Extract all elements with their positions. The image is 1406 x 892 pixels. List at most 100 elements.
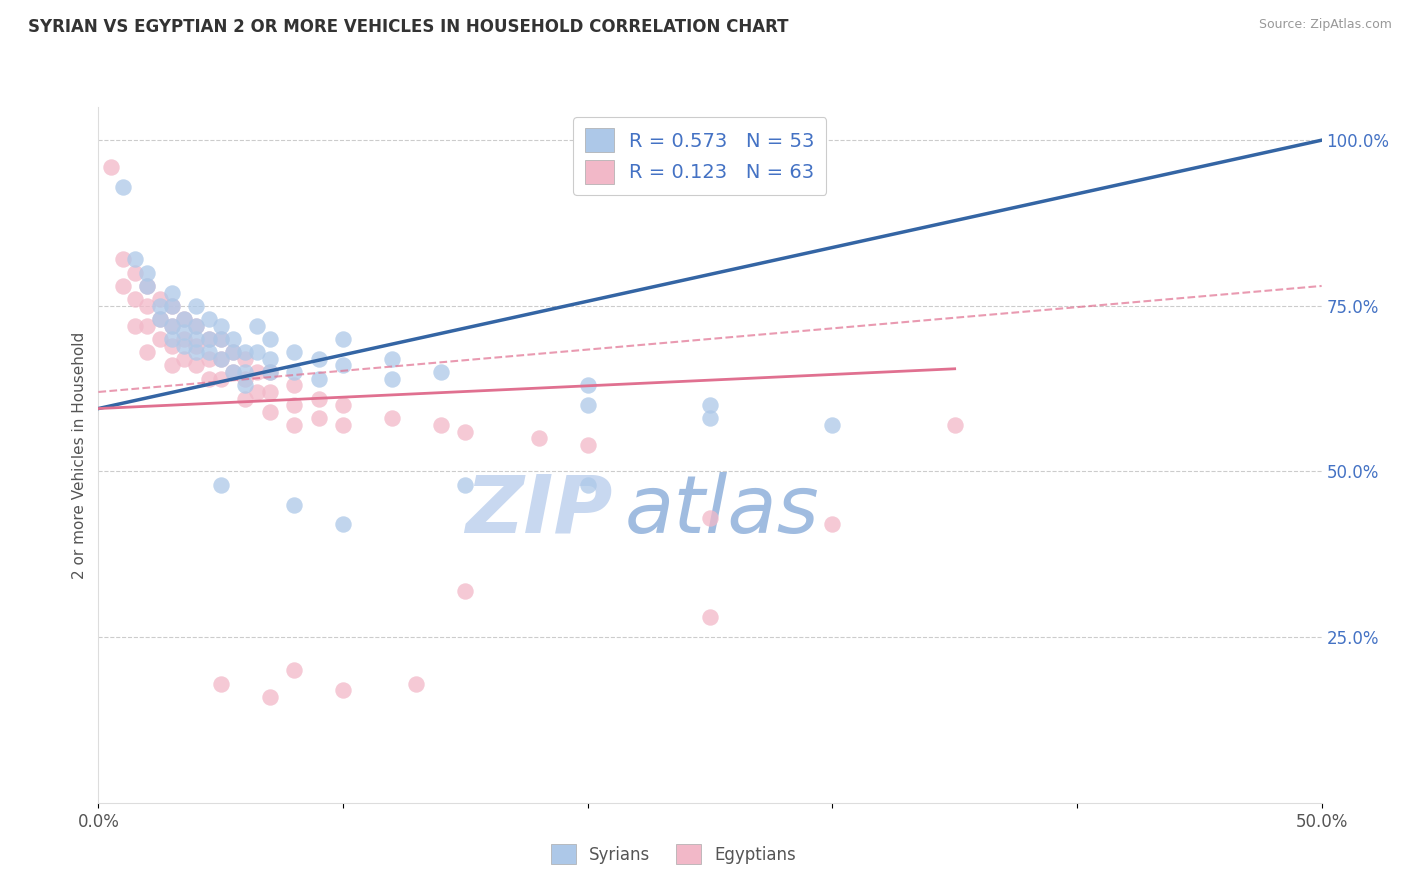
Point xyxy=(149,299,172,313)
Point xyxy=(576,438,599,452)
Y-axis label: 2 or more Vehicles in Household: 2 or more Vehicles in Household xyxy=(72,331,87,579)
Point xyxy=(197,345,219,359)
Point xyxy=(332,517,354,532)
Point xyxy=(173,351,195,366)
Point xyxy=(332,359,354,373)
Point xyxy=(186,345,208,359)
Point xyxy=(186,359,208,373)
Point xyxy=(209,332,232,346)
Point xyxy=(259,332,281,346)
Point xyxy=(209,332,232,346)
Point xyxy=(283,345,305,359)
Point xyxy=(527,431,550,445)
Point xyxy=(197,332,219,346)
Point xyxy=(332,683,354,698)
Text: atlas: atlas xyxy=(624,472,820,549)
Point xyxy=(173,312,195,326)
Point xyxy=(699,398,721,412)
Point xyxy=(259,690,281,704)
Point xyxy=(197,351,219,366)
Text: ZIP: ZIP xyxy=(465,472,612,549)
Point xyxy=(160,285,183,300)
Point xyxy=(160,318,183,333)
Point xyxy=(246,384,269,399)
Point xyxy=(160,299,183,313)
Point xyxy=(430,418,453,433)
Point xyxy=(381,372,404,386)
Point xyxy=(209,676,232,690)
Legend: Syrians, Egyptians: Syrians, Egyptians xyxy=(544,838,803,871)
Point xyxy=(111,279,134,293)
Point xyxy=(160,359,183,373)
Point xyxy=(283,398,305,412)
Point xyxy=(160,338,183,352)
Point xyxy=(246,318,269,333)
Point xyxy=(821,517,844,532)
Point xyxy=(405,676,427,690)
Point xyxy=(246,365,269,379)
Point xyxy=(209,372,232,386)
Point xyxy=(222,332,245,346)
Point xyxy=(259,405,281,419)
Point xyxy=(430,365,453,379)
Point xyxy=(136,279,159,293)
Point xyxy=(233,365,256,379)
Point xyxy=(233,351,256,366)
Point xyxy=(186,338,208,352)
Point xyxy=(197,312,219,326)
Point xyxy=(222,345,245,359)
Point xyxy=(246,345,269,359)
Point xyxy=(259,384,281,399)
Point xyxy=(124,292,146,306)
Point xyxy=(111,252,134,267)
Point xyxy=(160,318,183,333)
Point xyxy=(136,318,159,333)
Point xyxy=(149,332,172,346)
Point xyxy=(283,498,305,512)
Point xyxy=(699,610,721,624)
Point xyxy=(149,312,172,326)
Point xyxy=(197,332,219,346)
Point xyxy=(222,345,245,359)
Point xyxy=(308,351,330,366)
Point xyxy=(308,392,330,406)
Point xyxy=(332,332,354,346)
Point xyxy=(576,378,599,392)
Point xyxy=(111,179,134,194)
Point xyxy=(209,477,232,491)
Point xyxy=(124,266,146,280)
Point xyxy=(283,365,305,379)
Point xyxy=(173,312,195,326)
Point xyxy=(308,372,330,386)
Point xyxy=(283,663,305,677)
Point xyxy=(173,332,195,346)
Point xyxy=(173,326,195,340)
Point xyxy=(576,477,599,491)
Point xyxy=(222,365,245,379)
Point xyxy=(576,398,599,412)
Point xyxy=(136,279,159,293)
Point xyxy=(149,312,172,326)
Text: Source: ZipAtlas.com: Source: ZipAtlas.com xyxy=(1258,18,1392,31)
Point xyxy=(124,252,146,267)
Point xyxy=(136,299,159,313)
Point xyxy=(381,351,404,366)
Point xyxy=(699,411,721,425)
Point xyxy=(454,583,477,598)
Point xyxy=(209,351,232,366)
Point xyxy=(197,372,219,386)
Point xyxy=(222,365,245,379)
Point xyxy=(186,332,208,346)
Point xyxy=(124,318,146,333)
Point xyxy=(821,418,844,433)
Point xyxy=(259,351,281,366)
Point xyxy=(136,266,159,280)
Point xyxy=(209,318,232,333)
Point xyxy=(173,338,195,352)
Point xyxy=(233,378,256,392)
Point xyxy=(209,351,232,366)
Point xyxy=(308,411,330,425)
Text: SYRIAN VS EGYPTIAN 2 OR MORE VEHICLES IN HOUSEHOLD CORRELATION CHART: SYRIAN VS EGYPTIAN 2 OR MORE VEHICLES IN… xyxy=(28,18,789,36)
Point xyxy=(233,345,256,359)
Point xyxy=(381,411,404,425)
